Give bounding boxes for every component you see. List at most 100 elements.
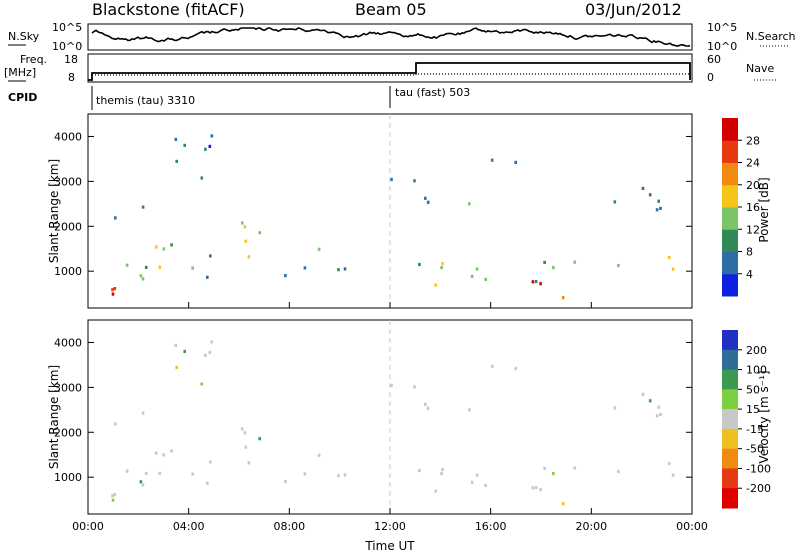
data-cell [613, 200, 617, 204]
data-cell [209, 460, 212, 464]
data-cell [426, 200, 430, 204]
data-cell [317, 453, 321, 457]
nsearch-label: N.Search [746, 30, 796, 43]
data-cell [667, 462, 671, 466]
colorbar-tick-label: 50 [746, 383, 760, 396]
beam-label: Beam 05 [355, 0, 427, 19]
freq-series-line [88, 62, 691, 81]
data-cell [191, 472, 194, 476]
data-cell [641, 186, 645, 190]
data-cell [441, 262, 444, 266]
data-cell [111, 498, 115, 502]
data-cell [141, 205, 145, 209]
data-cell [247, 461, 251, 465]
colorbar-tick-label: 28 [746, 134, 760, 147]
data-cell [111, 288, 114, 292]
data-cell [337, 268, 340, 272]
colorbar-swatch [722, 273, 738, 297]
data-cell [144, 265, 148, 269]
data-cell [613, 406, 617, 410]
data-cell [206, 481, 209, 485]
data-cell [490, 364, 494, 368]
power-x-ticks [87, 302, 693, 308]
x-tick-label: 04:00 [173, 520, 205, 533]
data-cell [390, 383, 393, 388]
data-cell [175, 365, 178, 369]
data-cell [468, 408, 471, 412]
nsky-tick-high: 10^5 [52, 21, 82, 34]
colorbar-tick-label: -200 [746, 482, 771, 495]
nsearch-tick-low: 10^0 [707, 40, 737, 53]
data-cell [154, 245, 158, 249]
y-tick-label: 4000 [54, 130, 82, 143]
data-cell [303, 472, 307, 476]
data-cell [284, 480, 287, 484]
data-cell [552, 266, 555, 270]
data-cell [111, 292, 115, 296]
colorbar-swatch [722, 207, 738, 230]
colorbar-swatch [722, 162, 738, 186]
data-cell [144, 471, 148, 475]
data-cell [170, 243, 173, 247]
colorbar-swatch [722, 468, 738, 489]
velocity-panel: 1000 2000 3000 4000 00:00 04:00 08:00 12:00 16:… [47, 319, 708, 553]
data-cell [475, 267, 479, 271]
data-cell [208, 350, 212, 354]
data-cell [561, 502, 565, 506]
data-cell [141, 411, 145, 415]
data-cell [141, 277, 145, 281]
data-cell [244, 445, 248, 449]
cpid-mode-1: themis (tau) 3310 [96, 94, 195, 107]
power-colorbar-label: Power [dB] [757, 177, 771, 242]
data-cell [426, 406, 430, 410]
colorbar-swatch [722, 409, 738, 430]
colorbar-tick-label: 16 [746, 201, 760, 214]
x-tick-label: 00:00 [72, 520, 104, 533]
colorbar-tick-label: 12 [746, 223, 760, 236]
data-cell [343, 473, 347, 477]
power-panel: 1000 2000 3000 4000 Slant Range [km] [47, 113, 693, 309]
colorbar-tick-label: 100 [746, 364, 767, 377]
data-cell [183, 143, 186, 147]
velocity-colorbar-cells [722, 330, 738, 509]
freq-tick-high: 18 [64, 53, 78, 66]
colorbar-swatch [722, 330, 738, 351]
data-cell [543, 260, 546, 264]
freq-label: Freq. [20, 53, 47, 66]
colorbar-swatch [722, 251, 738, 275]
nsky-panel: N.Sky 10^5 10^0 10^5 10^0 N.Search [8, 21, 796, 53]
velocity-y-ticks: 1000 2000 3000 4000 [54, 336, 692, 484]
colorbar-tick-label: -100 [746, 462, 771, 475]
y-tick-label: 2000 [54, 426, 82, 439]
velocity-data-cells [111, 340, 675, 506]
data-cell [561, 296, 565, 300]
data-cell [413, 385, 416, 389]
velocity-colorbar-ticks: 200 100 50 15 -15 -50 -100 -200 [738, 344, 771, 495]
data-cell [434, 489, 437, 493]
colorbar-tick-label: -50 [746, 443, 764, 456]
nave-tick-high: 60 [707, 53, 721, 66]
data-cell [573, 260, 577, 264]
data-cell [539, 488, 542, 492]
data-cell [484, 277, 487, 281]
data-cell [470, 480, 474, 484]
data-cell [418, 468, 421, 473]
data-cell [284, 274, 287, 278]
data-cell [337, 474, 340, 478]
data-cell [113, 493, 117, 497]
data-cell [470, 274, 474, 278]
data-cell [475, 473, 479, 477]
data-cell [531, 280, 535, 284]
data-cell [174, 343, 178, 347]
data-cell [183, 349, 186, 353]
data-cell [617, 469, 620, 474]
y-tick-label: 1000 [54, 265, 82, 278]
data-cell [191, 266, 194, 270]
colorbar-swatch [722, 448, 738, 469]
power-ylabel: Slant Range [km] [47, 159, 61, 263]
data-cell [317, 247, 321, 251]
data-cell [243, 225, 247, 229]
data-cell [243, 431, 247, 435]
x-tick-label: 00:00 [676, 520, 708, 533]
data-cell [543, 466, 546, 470]
